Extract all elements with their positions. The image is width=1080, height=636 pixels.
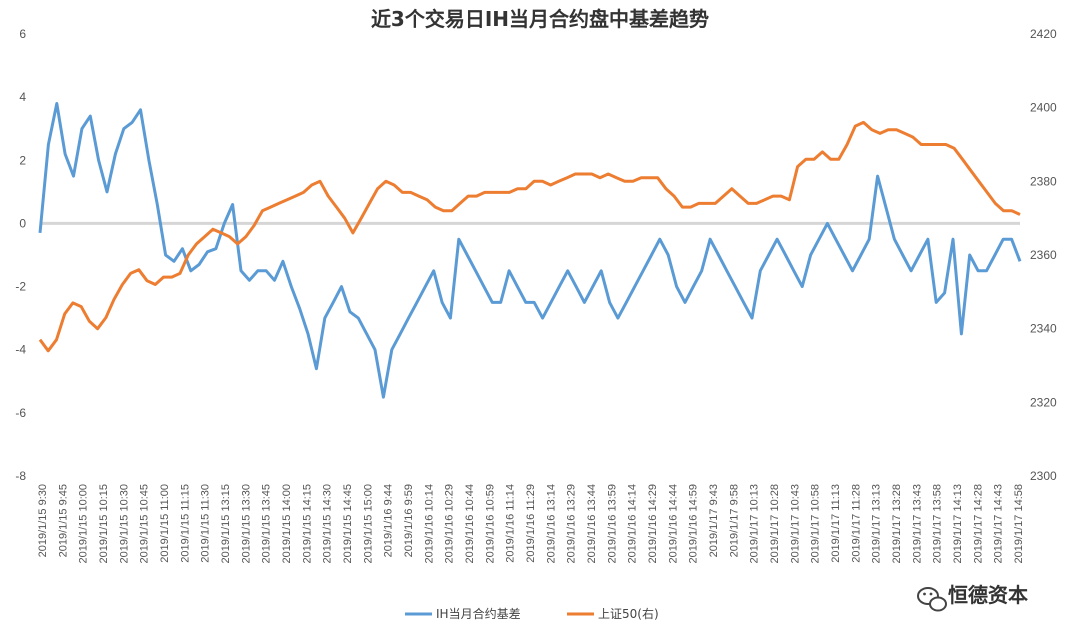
left-tick-label: -6	[15, 406, 26, 420]
x-axis: 2019/1/15 9:30 2019/1/15 9:45 2019/1/15 10…	[37, 484, 1025, 564]
legend: IH当月合约基差 上证50(右)	[405, 606, 659, 621]
x-tick-label: 2019/1/17 13:58	[932, 484, 944, 564]
left-tick-label: -2	[15, 280, 26, 294]
right-tick-label: 2420	[1030, 27, 1057, 41]
left-tick-label: 2	[19, 153, 26, 167]
series-line-basis	[38, 102, 1022, 399]
x-tick-label: 2019/1/16 9:59	[403, 484, 415, 557]
x-tick-label: 2019/1/17 13:28	[891, 484, 903, 564]
x-tick-label: 2019/1/16 10:59	[484, 484, 496, 564]
x-tick-label: 2019/1/15 10:30	[118, 484, 130, 564]
x-tick-label: 2019/1/17 13:43	[911, 484, 923, 564]
wechat-logo-icon	[917, 587, 947, 612]
x-tick-label: 2019/1/15 9:45	[57, 484, 69, 557]
left-axis: 6 4 2 0 -2 -4 -6 -8	[15, 27, 26, 483]
x-tick-label: 2019/1/16 10:14	[423, 484, 435, 564]
left-tick-label: 6	[19, 27, 26, 41]
x-tick-label: 2019/1/16 14:29	[647, 484, 659, 564]
x-tick-label: 2019/1/17 13:13	[871, 484, 883, 564]
left-tick-label: -4	[15, 343, 26, 357]
watermark: 恒德资本	[917, 583, 1028, 612]
x-tick-label: 2019/1/16 11:14	[505, 484, 517, 563]
x-tick-label: 2019/1/15 14:45	[342, 484, 354, 564]
x-tick-label: 2019/1/17 10:43	[789, 484, 801, 564]
chart-title: 近3个交易日IH当月合约盘中基差趋势	[371, 7, 709, 31]
x-tick-label: 2019/1/15 13:15	[220, 484, 232, 564]
x-tick-label: 2019/1/15 14:00	[281, 484, 293, 564]
right-axis: 2420 2400 2380 2360 2340 2320 2300	[1030, 27, 1057, 483]
legend-label-sse50: 上证50(右)	[598, 606, 659, 621]
x-tick-label: 2019/1/16 13:59	[606, 484, 618, 564]
x-tick-label: 2019/1/16 13:14	[545, 484, 557, 564]
x-tick-label: 2019/1/15 10:45	[139, 484, 151, 564]
x-tick-label: 2019/1/16 13:44	[586, 484, 598, 564]
x-tick-label: 2019/1/15 14:15	[301, 484, 313, 564]
x-tick-label: 2019/1/15 15:00	[362, 484, 374, 564]
x-tick-label: 2019/1/15 11:30	[200, 484, 212, 563]
x-tick-label: 2019/1/15 10:00	[78, 484, 90, 564]
x-tick-label: 2019/1/15 11:00	[159, 484, 171, 563]
right-tick-label: 2340	[1030, 322, 1057, 336]
x-tick-label: 2019/1/17 14:28	[972, 484, 984, 564]
x-tick-label: 2019/1/15 11:15	[179, 484, 191, 563]
x-tick-label: 2019/1/16 14:59	[688, 484, 700, 564]
x-tick-label: 2019/1/16 10:29	[444, 484, 456, 564]
x-tick-label: 2019/1/16 14:44	[667, 484, 679, 564]
series-layer	[38, 102, 1022, 399]
left-tick-label: 4	[19, 90, 26, 104]
x-tick-label: 2019/1/17 14:58	[1013, 484, 1025, 564]
right-tick-label: 2400	[1030, 101, 1057, 115]
x-tick-label: 2019/1/17 14:43	[993, 484, 1005, 564]
x-tick-label: 2019/1/16 13:29	[566, 484, 578, 564]
series-line-sse50	[38, 120, 1021, 353]
left-tick-label: 0	[19, 216, 26, 230]
x-tick-label: 2019/1/17 10:13	[749, 484, 761, 564]
right-tick-label: 2320	[1030, 395, 1057, 409]
x-tick-label: 2019/1/17 14:13	[952, 484, 964, 564]
x-tick-label: 2019/1/17 10:28	[769, 484, 781, 564]
watermark-text: 恒德资本	[948, 583, 1028, 607]
x-tick-label: 2019/1/15 10:15	[98, 484, 110, 564]
x-tick-label: 2019/1/15 14:30	[322, 484, 334, 564]
x-tick-label: 2019/1/17 9:58	[728, 484, 740, 557]
legend-label-basis: IH当月合约基差	[436, 606, 521, 621]
right-tick-label: 2300	[1030, 469, 1057, 483]
x-tick-label: 2019/1/16 11:29	[525, 484, 537, 563]
left-tick-label: -8	[15, 469, 26, 483]
x-tick-label: 2019/1/17 11:28	[850, 484, 862, 563]
x-tick-label: 2019/1/17 9:43	[708, 484, 720, 557]
x-tick-label: 2019/1/17 11:13	[830, 484, 842, 563]
x-tick-label: 2019/1/15 13:45	[261, 484, 273, 564]
x-tick-label: 2019/1/16 10:44	[464, 484, 476, 564]
right-tick-label: 2360	[1030, 248, 1057, 262]
x-tick-label: 2019/1/16 14:14	[627, 484, 639, 564]
x-tick-label: 2019/1/16 9:44	[383, 484, 395, 557]
x-tick-label: 2019/1/15 13:30	[240, 484, 252, 564]
x-tick-label: 2019/1/17 10:58	[810, 484, 822, 564]
x-tick-label: 2019/1/15 9:30	[37, 484, 49, 557]
right-tick-label: 2380	[1030, 174, 1057, 188]
